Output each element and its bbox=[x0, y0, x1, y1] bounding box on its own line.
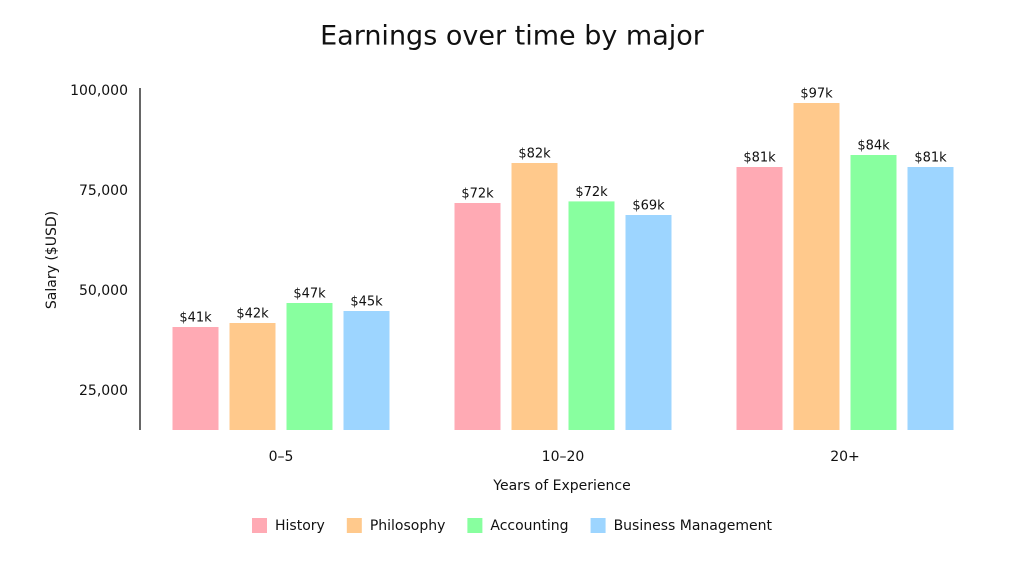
x-axis-label: Years of Experience bbox=[492, 478, 630, 494]
bar bbox=[343, 311, 390, 430]
value-label: $72k bbox=[575, 185, 608, 200]
bar bbox=[736, 167, 783, 430]
bar bbox=[568, 201, 615, 430]
value-label: $97k bbox=[800, 87, 833, 102]
bar bbox=[511, 163, 558, 430]
legend-label: Business Management bbox=[614, 518, 773, 534]
bar bbox=[229, 323, 276, 430]
value-label: $42k bbox=[236, 307, 269, 322]
value-label: $81k bbox=[743, 151, 776, 166]
bar bbox=[286, 303, 333, 430]
y-tick-label: 25,000 bbox=[79, 383, 128, 399]
value-label: $82k bbox=[518, 147, 551, 162]
legend-label: Philosophy bbox=[370, 518, 446, 534]
bar bbox=[850, 155, 897, 430]
legend-label: Accounting bbox=[490, 518, 568, 534]
bar bbox=[172, 327, 219, 430]
legend-label: History bbox=[275, 518, 325, 534]
y-axis-label: Salary ($USD) bbox=[44, 211, 60, 309]
legend-swatch bbox=[467, 518, 483, 533]
bar bbox=[625, 215, 672, 430]
value-label: $69k bbox=[632, 199, 665, 214]
value-label: $47k bbox=[293, 287, 326, 302]
chart-title: Earnings over time by major bbox=[320, 21, 705, 52]
value-label: $81k bbox=[914, 151, 947, 166]
bar bbox=[907, 167, 954, 430]
bar bbox=[793, 103, 840, 430]
legend-swatch bbox=[346, 518, 362, 533]
x-tick-label: 10–20 bbox=[542, 449, 585, 465]
value-label: $45k bbox=[350, 295, 383, 310]
legend-swatch bbox=[590, 518, 606, 533]
value-label: $72k bbox=[461, 187, 494, 202]
y-tick-label: 75,000 bbox=[79, 183, 128, 199]
value-label: $41k bbox=[179, 311, 212, 326]
legend-swatch bbox=[252, 518, 267, 533]
y-tick-label: 100,000 bbox=[70, 83, 128, 99]
x-tick-label: 0–5 bbox=[269, 449, 294, 465]
value-label: $84k bbox=[857, 139, 890, 154]
x-tick-label: 20+ bbox=[830, 449, 860, 465]
bar bbox=[454, 203, 501, 430]
y-tick-label: 50,000 bbox=[79, 283, 128, 299]
